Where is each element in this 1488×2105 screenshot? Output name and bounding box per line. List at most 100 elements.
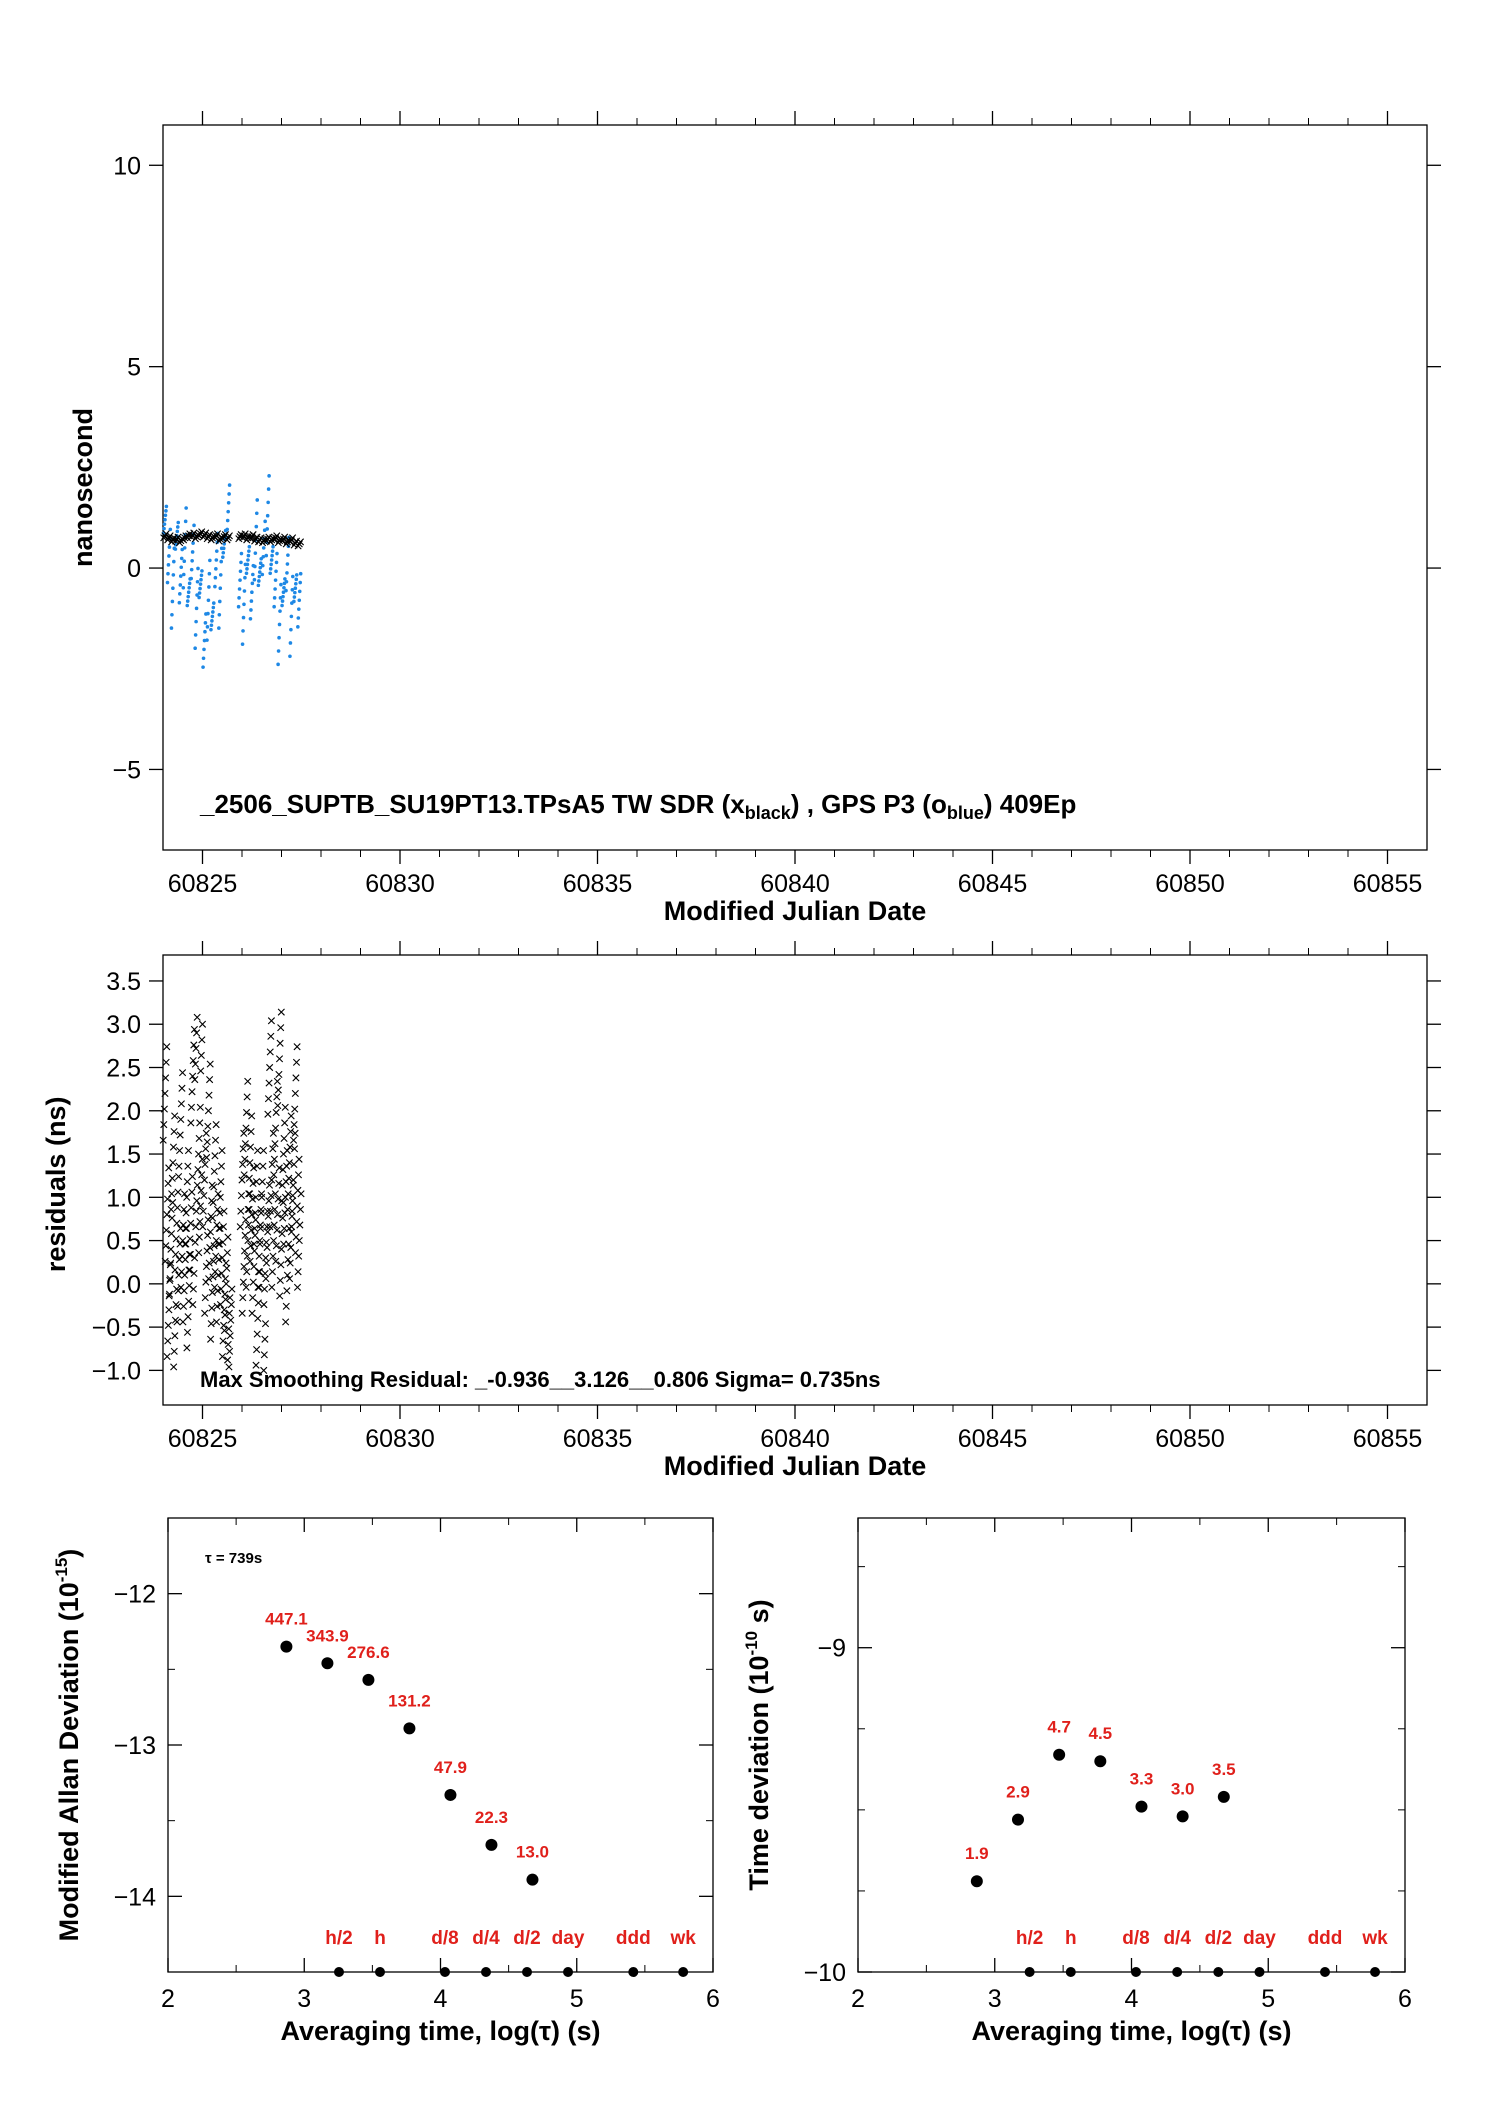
gps-p3-point	[256, 583, 261, 588]
gps-p3-point	[297, 607, 301, 611]
residual-point	[202, 1145, 210, 1153]
interval-marker-dot	[563, 1967, 574, 1977]
gps-p3-point	[297, 589, 302, 594]
residual-point	[285, 1240, 293, 1248]
residual-point	[249, 1179, 257, 1188]
gps-p3-point	[213, 584, 217, 589]
y-axis-label: nanosecond	[68, 408, 98, 567]
deviation-point-label: 3.5	[1212, 1760, 1236, 1779]
gps-p3-point	[288, 654, 292, 659]
residual-point	[295, 1236, 303, 1245]
gps-p3-point	[269, 558, 274, 562]
residual-point	[264, 1110, 272, 1118]
gps-p3-point	[241, 615, 246, 620]
residual-point	[266, 1207, 275, 1215]
interval-marker-dot	[1131, 1967, 1142, 1977]
gps-p3-point	[170, 599, 175, 604]
y-tick-label: −0.5	[92, 1314, 141, 1342]
gps-p3-point	[193, 633, 198, 637]
deviation-point	[403, 1722, 416, 1735]
interval-marker-label: d/8	[1122, 1928, 1149, 1949]
gps-p3-point	[238, 578, 242, 582]
tw-sdr-point	[296, 538, 305, 546]
residual-point	[267, 1191, 275, 1200]
gps-p3-point	[185, 603, 190, 608]
residual-point	[277, 1261, 285, 1269]
residual-point	[226, 1294, 234, 1302]
y-tick-label: −14	[114, 1883, 157, 1911]
residual-point	[244, 1205, 252, 1214]
residual-point	[223, 1264, 231, 1272]
gps-p3-point	[248, 617, 253, 621]
interval-marker-label: h	[1065, 1928, 1077, 1949]
residual-point	[183, 1328, 192, 1336]
residual-point	[189, 1301, 197, 1309]
residual-point	[274, 1086, 282, 1094]
annotation-part: _2506_SUPTB_SU19PT13.TPsA5 TW SDR (x	[199, 789, 745, 819]
gps-p3-series	[161, 474, 303, 669]
residual-point	[295, 1155, 303, 1163]
y-axis-label: residuals (ns)	[41, 1097, 71, 1273]
gps-p3-point	[206, 611, 210, 616]
residual-point	[191, 1238, 199, 1246]
gps-p3-point	[200, 569, 204, 573]
y-tick-label: 2.0	[106, 1098, 141, 1126]
residual-point	[202, 1129, 210, 1137]
y-tick-label: −1.0	[92, 1357, 141, 1385]
residual-point	[251, 1209, 259, 1217]
residual-point	[207, 1320, 215, 1328]
gps-p3-point	[195, 579, 200, 584]
residual-point	[204, 1107, 213, 1115]
residual-point	[214, 1190, 222, 1198]
tw-sdr-point	[160, 534, 168, 542]
residual-point	[214, 1287, 222, 1295]
residual-point	[281, 1119, 289, 1127]
gps-p3-point	[221, 555, 225, 559]
residual-point	[244, 1077, 252, 1085]
gps-p3-point	[175, 529, 180, 534]
y-axis-label-close: )	[54, 1549, 84, 1558]
gps-p3-point	[265, 513, 270, 518]
x-tick-label: 2	[851, 1985, 865, 2013]
residual-point	[170, 1347, 178, 1355]
interval-marker-dot	[1320, 1967, 1331, 1977]
interval-marker-dot	[1172, 1967, 1183, 1977]
residual-point	[218, 1146, 226, 1155]
tdev-interval-markers: h/2 h d/8 d/4 d/2 day ddd wk	[1016, 1928, 1388, 1977]
residual-point	[242, 1216, 250, 1224]
gps-p3-point	[236, 604, 241, 609]
tw-sdr-point	[208, 534, 216, 542]
gps-p3-point	[173, 547, 178, 551]
residual-point	[195, 1249, 203, 1257]
gps-p3-point	[203, 629, 207, 634]
residual-point	[293, 1043, 301, 1051]
residual-point	[240, 1262, 248, 1271]
residual-point	[226, 1332, 234, 1340]
residual-point	[194, 1166, 202, 1174]
residual-point	[205, 1275, 213, 1283]
residual-point	[243, 1268, 251, 1276]
residual-point	[162, 1242, 170, 1250]
residual-point	[238, 1309, 246, 1317]
residual-point	[277, 1245, 286, 1253]
residual-point	[174, 1302, 182, 1310]
residual-point	[193, 1197, 201, 1205]
y-tick-label: 3.5	[106, 968, 141, 996]
residual-point	[207, 1335, 215, 1343]
gps-p3-point	[213, 575, 218, 580]
gps-p3-point	[253, 564, 257, 569]
gps-p3-point	[186, 590, 191, 595]
y-tick-label: 10	[113, 152, 141, 180]
gps-p3-point	[274, 569, 278, 574]
deviation-point	[1053, 1748, 1066, 1761]
residual-point	[188, 1188, 196, 1196]
gps-p3-point	[222, 542, 227, 546]
residual-point	[255, 1268, 264, 1276]
residual-point	[286, 1127, 295, 1136]
gps-p3-point	[241, 629, 245, 633]
residual-point	[190, 1269, 198, 1278]
residual-point	[160, 1105, 168, 1113]
residual-point	[247, 1226, 255, 1234]
interval-marker-dot	[439, 1967, 450, 1977]
residual-point	[246, 1143, 255, 1151]
